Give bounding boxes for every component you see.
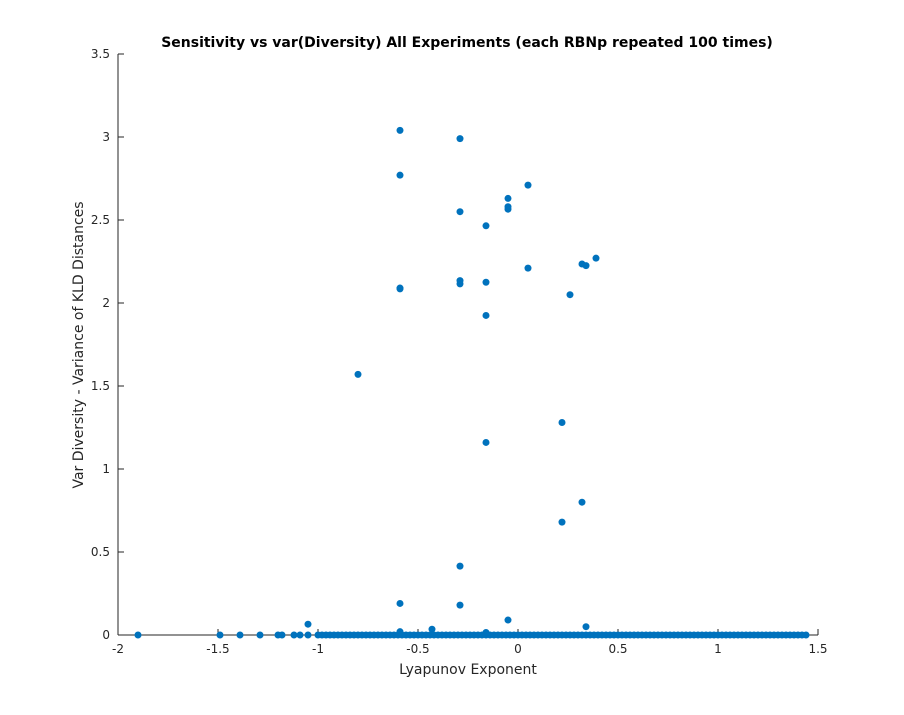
x-tick-label: -0.5 bbox=[406, 642, 429, 656]
y-axis-title: Var Diversity - Variance of KLD Distance… bbox=[71, 201, 87, 488]
chart-title: Sensitivity vs var(Diversity) All Experi… bbox=[161, 35, 773, 51]
data-point bbox=[396, 285, 404, 293]
data-point bbox=[256, 631, 264, 639]
data-point bbox=[482, 278, 490, 286]
data-point bbox=[802, 631, 810, 639]
data-point bbox=[456, 601, 464, 609]
x-tick-label: 0.5 bbox=[608, 642, 627, 656]
data-point bbox=[582, 262, 590, 270]
axes: -2 -1.5 -1 -0.5 0 0.5 1 1.5 0 0.5 1 1.5 2 2.5 3 3.5 bbox=[91, 47, 828, 656]
data-point bbox=[482, 311, 490, 319]
data-point bbox=[456, 135, 464, 143]
x-tick-label: -1 bbox=[312, 642, 324, 656]
x-tick-label: 1 bbox=[714, 642, 722, 656]
y-tick-label: 2.5 bbox=[91, 213, 110, 227]
x-tick-label: 0 bbox=[514, 642, 522, 656]
data-point bbox=[304, 620, 312, 628]
data-point bbox=[396, 171, 404, 179]
data-point bbox=[504, 194, 512, 202]
data-point bbox=[290, 631, 298, 639]
y-tick-label: 1 bbox=[102, 462, 110, 476]
data-point bbox=[482, 629, 490, 637]
x-tick-label: -2 bbox=[112, 642, 124, 656]
data-point bbox=[456, 280, 464, 288]
data-point bbox=[134, 631, 142, 639]
data-point bbox=[278, 631, 286, 639]
data-point bbox=[396, 628, 404, 636]
data-point bbox=[354, 370, 362, 378]
y-tick-label: 0.5 bbox=[91, 545, 110, 559]
y-ticks: 0 0.5 1 1.5 2 2.5 3 3.5 bbox=[91, 47, 124, 642]
data-point bbox=[304, 631, 312, 639]
y-tick-label: 1.5 bbox=[91, 379, 110, 393]
data-point bbox=[456, 208, 464, 216]
data-point bbox=[558, 419, 566, 427]
data-point bbox=[482, 438, 490, 446]
data-point bbox=[504, 616, 512, 624]
y-tick-label: 0 bbox=[102, 628, 110, 642]
x-axis-title: Lyapunov Exponent bbox=[399, 662, 537, 678]
data-point bbox=[236, 631, 244, 639]
y-tick-label: 3 bbox=[102, 130, 110, 144]
data-point bbox=[524, 181, 532, 189]
data-point bbox=[482, 222, 490, 230]
x-ticks: -2 -1.5 -1 -0.5 0 0.5 1 1.5 bbox=[112, 629, 828, 656]
data-point bbox=[558, 518, 566, 526]
data-point bbox=[296, 631, 304, 639]
data-point bbox=[566, 291, 574, 299]
y-tick-label: 2 bbox=[102, 296, 110, 310]
data-point bbox=[582, 623, 590, 631]
data-point bbox=[578, 498, 586, 506]
data-point bbox=[524, 264, 532, 272]
x-tick-label: 1.5 bbox=[808, 642, 827, 656]
data-point bbox=[456, 562, 464, 570]
data-point bbox=[396, 599, 404, 607]
data-point bbox=[216, 631, 224, 639]
data-point bbox=[504, 205, 512, 213]
x-tick-label: -1.5 bbox=[206, 642, 229, 656]
data-point bbox=[396, 126, 404, 134]
data-point bbox=[592, 254, 600, 262]
data-points bbox=[134, 126, 810, 639]
y-tick-label: 3.5 bbox=[91, 47, 110, 61]
data-point bbox=[428, 625, 436, 633]
